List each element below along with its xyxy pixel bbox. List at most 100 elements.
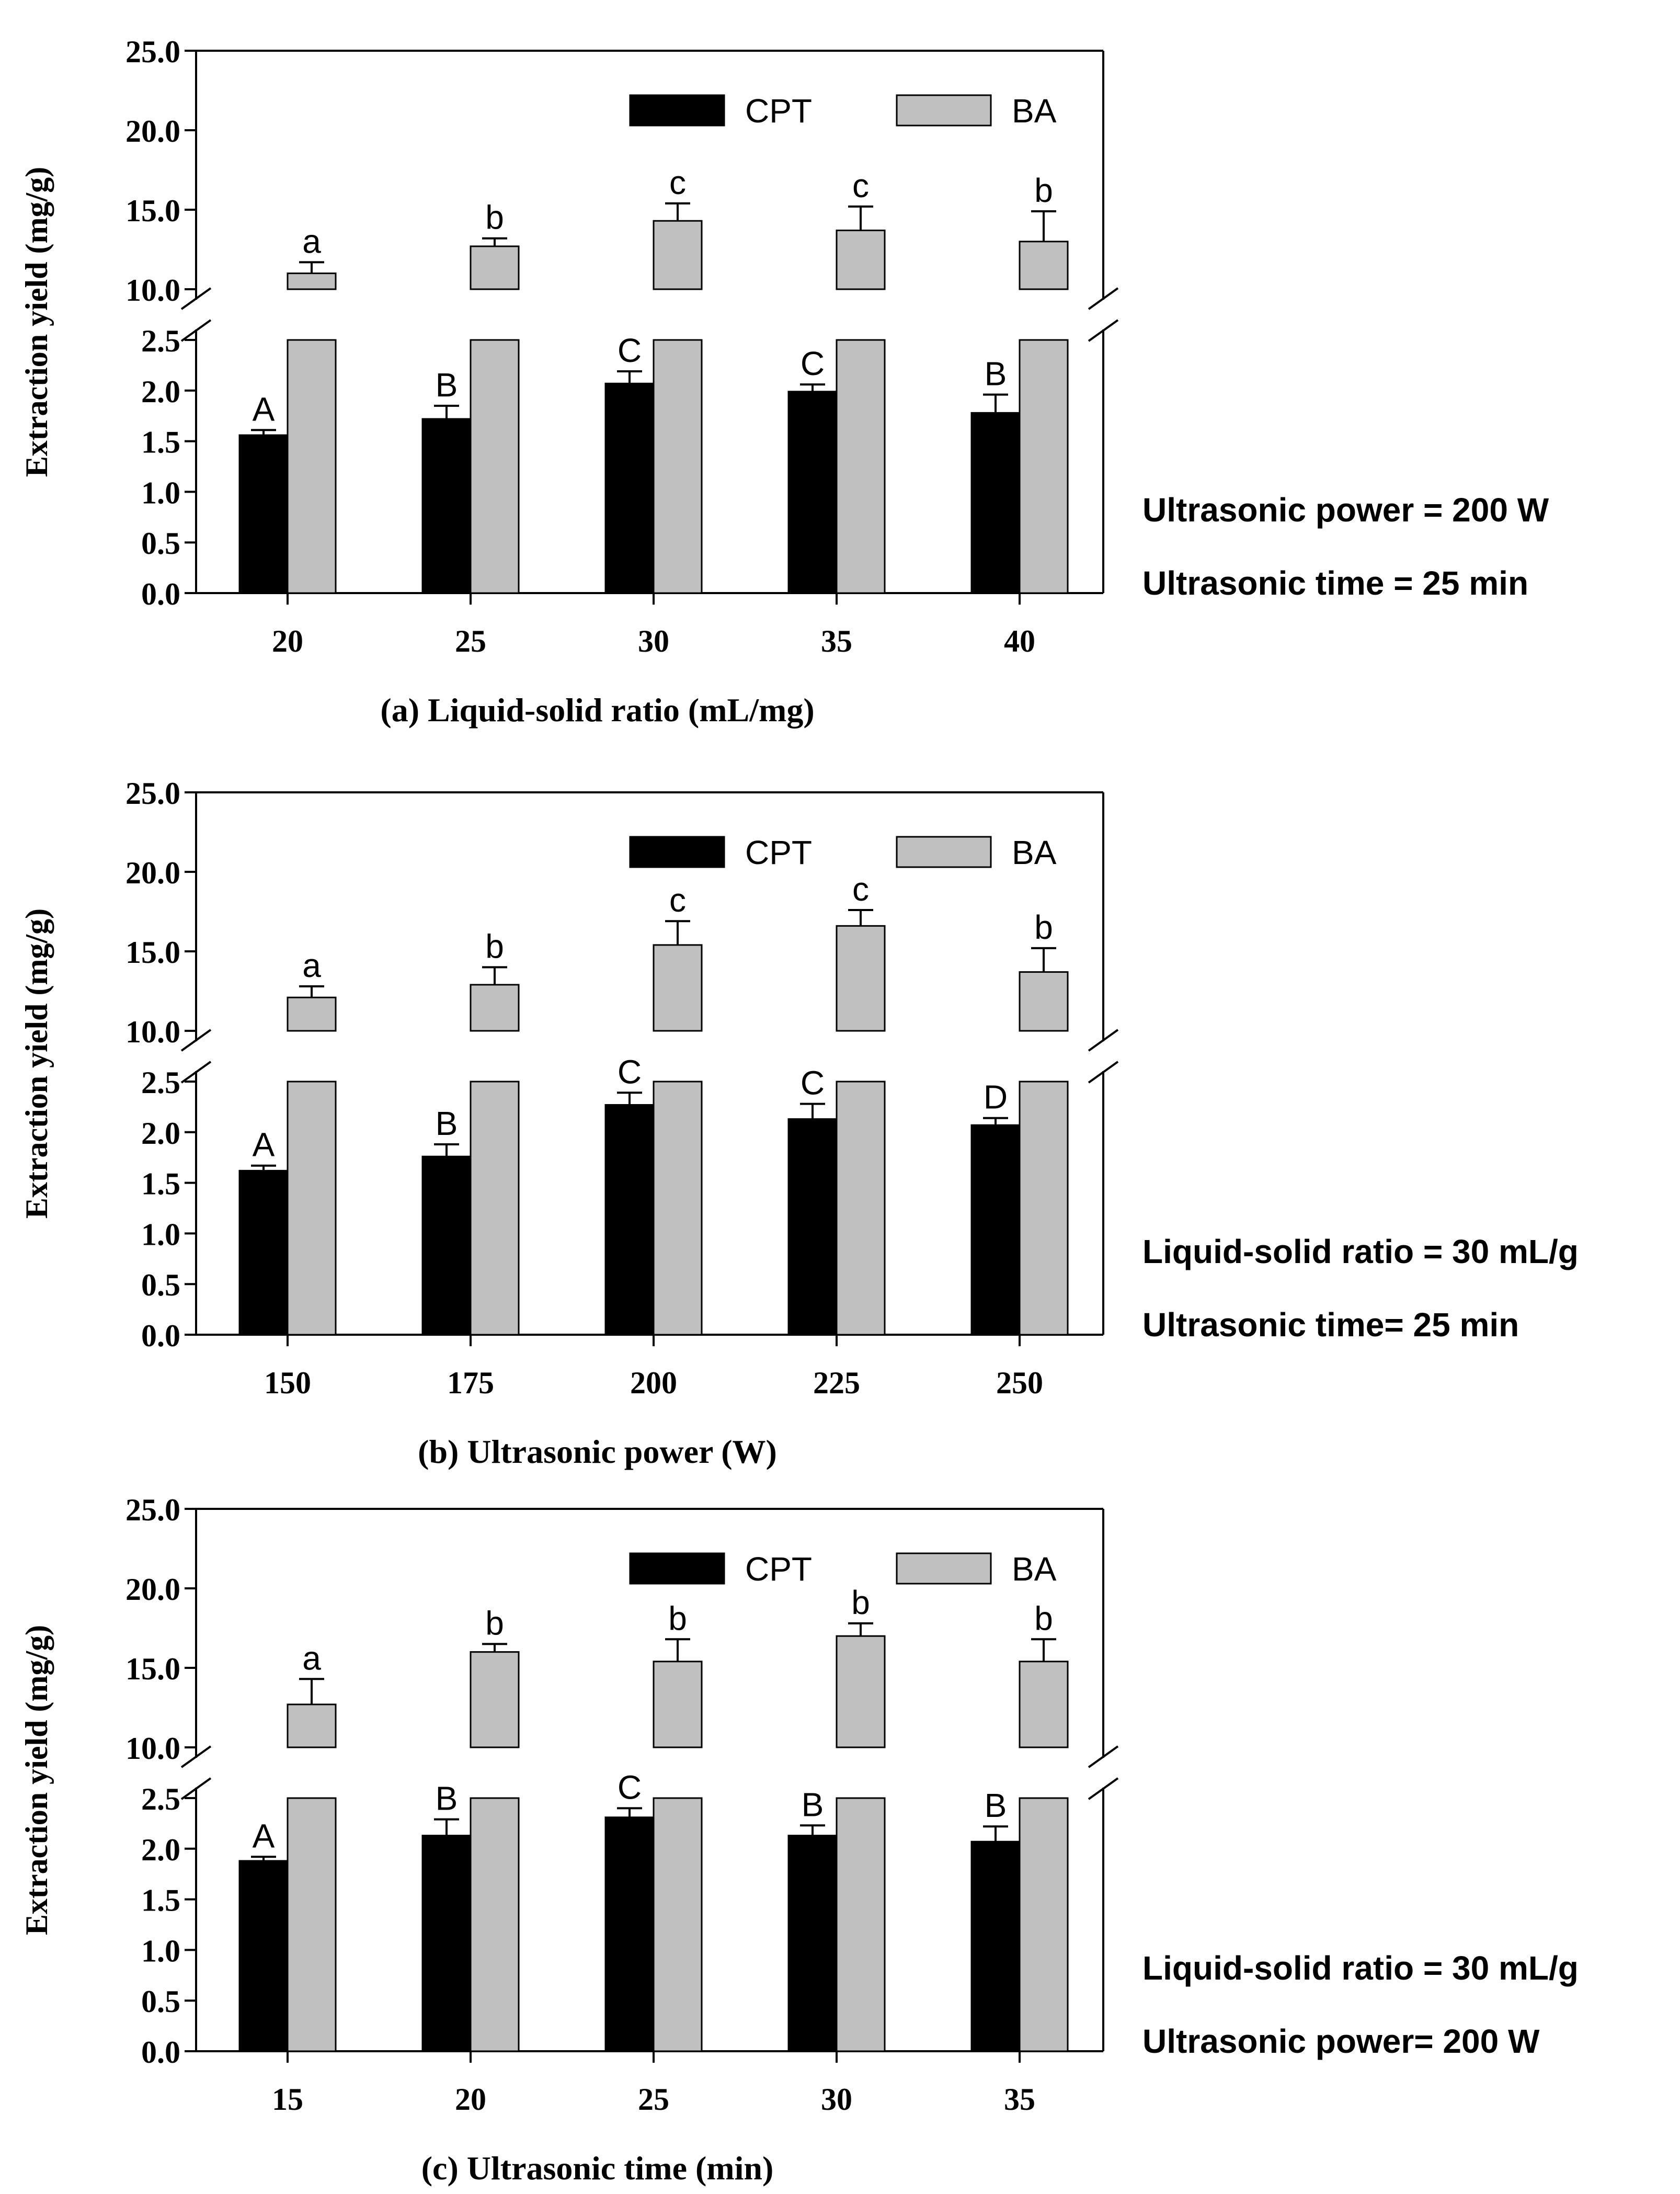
panel-c-significance-label: B [985, 1787, 1007, 1824]
panel-b-significance-label: C [618, 1053, 642, 1090]
panel-a-y-tick-label: 2.5 [141, 324, 180, 358]
panel-b-break-mark [1088, 1061, 1119, 1084]
panel-b-x-axis-label: (b) Ultrasonic power (W) [418, 1433, 777, 1470]
panel-c-legend-label-ba: BA [1012, 1550, 1057, 1588]
panel-b-condition-note: Liquid-solid ratio = 30 mL/g [1142, 1233, 1579, 1270]
panel-c-bar-cpt [604, 1816, 655, 2052]
panel-b-y-tick-label: 15.0 [125, 935, 180, 970]
panel-b-significance-label: D [984, 1078, 1008, 1116]
panel-c-bar-cpt [421, 1835, 472, 2052]
panel-c-break-mark [1088, 1777, 1119, 1800]
panel-c-x-tick-label: 35 [1004, 2082, 1035, 2117]
panel-a-significance-label: A [253, 390, 275, 428]
panel-b-y-tick-label: 20.0 [125, 856, 180, 890]
panel-a-significance-label: C [618, 332, 642, 369]
panel-b-bar-ba-lower [653, 1081, 703, 1336]
panel-b-legend-label-cpt: CPT [745, 834, 812, 871]
panel-b-bar-cpt [604, 1104, 655, 1336]
panel-c-significance-label: a [302, 1639, 321, 1677]
panel-a-bar-ba-lower [836, 339, 886, 594]
panel-a-condition-note: Ultrasonic time = 25 min [1142, 564, 1528, 602]
panel-c-significance-label: C [618, 1768, 642, 1806]
panel-a-break-mark [180, 287, 212, 310]
panel-a-condition-note: Ultrasonic power = 200 W [1142, 491, 1549, 529]
panel-c-legend-swatch-cpt [629, 1552, 725, 1585]
panel-c-significance-label: A [253, 1817, 275, 1855]
panel-b-x-tick-label: 250 [996, 1366, 1043, 1400]
panel-b-y-tick-label: 2.5 [141, 1065, 180, 1100]
panel-a-bar-cpt [421, 418, 472, 594]
panel-b-bar-ba [1019, 971, 1069, 1032]
panel-b-y-tick-label: 0.5 [141, 1268, 180, 1302]
panel-a-bar-ba-lower [287, 339, 337, 594]
panel-b-y-tick-label: 25.0 [125, 776, 180, 811]
panel-a-bar-cpt [604, 382, 655, 594]
panel-a-y-axis-label: Extraction yield (mg/g) [19, 167, 54, 477]
panel-b-significance-label: A [253, 1126, 275, 1164]
panel-c-bar-cpt [787, 1835, 838, 2052]
panel-a-significance-label: b [485, 199, 504, 236]
panel-c-legend-swatch-ba [896, 1552, 992, 1585]
panel-c-legend-label-cpt: CPT [745, 1550, 812, 1588]
panel-c-y-tick-label: 0.0 [141, 2035, 180, 2070]
panel-a-legend-swatch-ba [896, 94, 992, 127]
panel-a-legend-label-ba: BA [1012, 92, 1057, 130]
panel-c-significance-label: b [668, 1599, 687, 1637]
panel-c-y-tick-label: 25.0 [125, 1493, 180, 1527]
panel-b-significance-label: c [669, 881, 686, 919]
panel-a-significance-label: c [669, 164, 686, 201]
panel-a-y-tick-label: 2.0 [141, 374, 180, 409]
panel-c-bar-cpt [238, 1860, 289, 2052]
panel-c-y-tick-label: 15.0 [125, 1652, 180, 1686]
panel-c-significance-label: B [802, 1786, 824, 1823]
panel-a-significance-label: a [302, 222, 321, 260]
panel-c-bar-ba [836, 1635, 886, 1748]
panel-c-x-tick-label: 25 [638, 2082, 669, 2117]
panel-b-bar-ba [836, 925, 886, 1032]
panel-a-y-tick-label: 0.5 [141, 526, 180, 561]
panel-b-break-mark [180, 1029, 212, 1052]
panel-c-x-axis-label: (c) Ultrasonic time (min) [421, 2150, 774, 2187]
panel-a-bar-ba [1019, 241, 1069, 290]
panel-c-y-tick-label: 10.0 [125, 1731, 180, 1766]
panel-a-y-tick-label: 1.0 [141, 475, 180, 510]
panel-c-chart: 10.0 15.0 20.0 25.0 0.0 0.5 1.0 1.5 2.0 2.5 Extrac… [19, 1493, 1579, 2187]
panel-b-x-tick-label: 225 [813, 1366, 860, 1400]
panel-a-legend-label-cpt: CPT [745, 92, 812, 130]
panel-b-legend-swatch-cpt [629, 836, 725, 868]
panel-b-break-mark [1088, 1029, 1119, 1052]
panel-c-bar-ba-lower [1019, 1797, 1069, 2052]
panel-b-bar-ba [470, 984, 520, 1032]
panel-a-bar-ba [287, 272, 337, 290]
panel-a-bar-cpt [238, 434, 289, 594]
panel-c-significance-label: b [1034, 1599, 1053, 1637]
panel-a-break-mark [180, 319, 212, 342]
panel-c-x-tick-label: 30 [821, 2082, 852, 2117]
panel-c-condition-note: Ultrasonic power= 200 W [1142, 2022, 1540, 2060]
panel-b-significance-label: a [302, 947, 321, 984]
panel-b-bar-ba [287, 996, 337, 1032]
panel-b-bar-cpt [787, 1118, 838, 1336]
panel-a-bar-cpt [787, 391, 838, 594]
panel-a-significance-label: c [852, 167, 869, 204]
panel-b-bar-ba-lower [836, 1081, 886, 1336]
panel-c-significance-label: b [851, 1584, 870, 1621]
panel-a-x-axis-label: (a) Liquid-solid ratio (mL/mg) [380, 691, 814, 729]
panel-c-bar-ba-lower [836, 1797, 886, 2052]
panel-b-x-tick-label: 200 [630, 1366, 677, 1400]
panel-a-y-tick-label: 25.0 [125, 35, 180, 69]
panel-b-bar-ba [653, 944, 703, 1032]
panel-c-x-tick-label: 20 [455, 2082, 486, 2117]
panel-b-significance-label: b [485, 927, 504, 965]
panel-a-y-tick-label: 20.0 [125, 114, 180, 149]
panel-b-y-tick-label: 0.0 [141, 1318, 180, 1353]
panel-c-y-tick-label: 0.5 [141, 1984, 180, 2019]
panel-b-bar-cpt [421, 1155, 472, 1336]
panel-b-significance-label: C [801, 1064, 825, 1102]
panel-c-break-mark [1088, 1745, 1119, 1768]
panel-c-x-tick-label: 15 [272, 2082, 303, 2117]
panel-b-bar-ba-lower [1019, 1081, 1069, 1336]
panel-a-break-mark [1088, 319, 1119, 342]
panel-a-bar-ba-lower [470, 339, 520, 594]
